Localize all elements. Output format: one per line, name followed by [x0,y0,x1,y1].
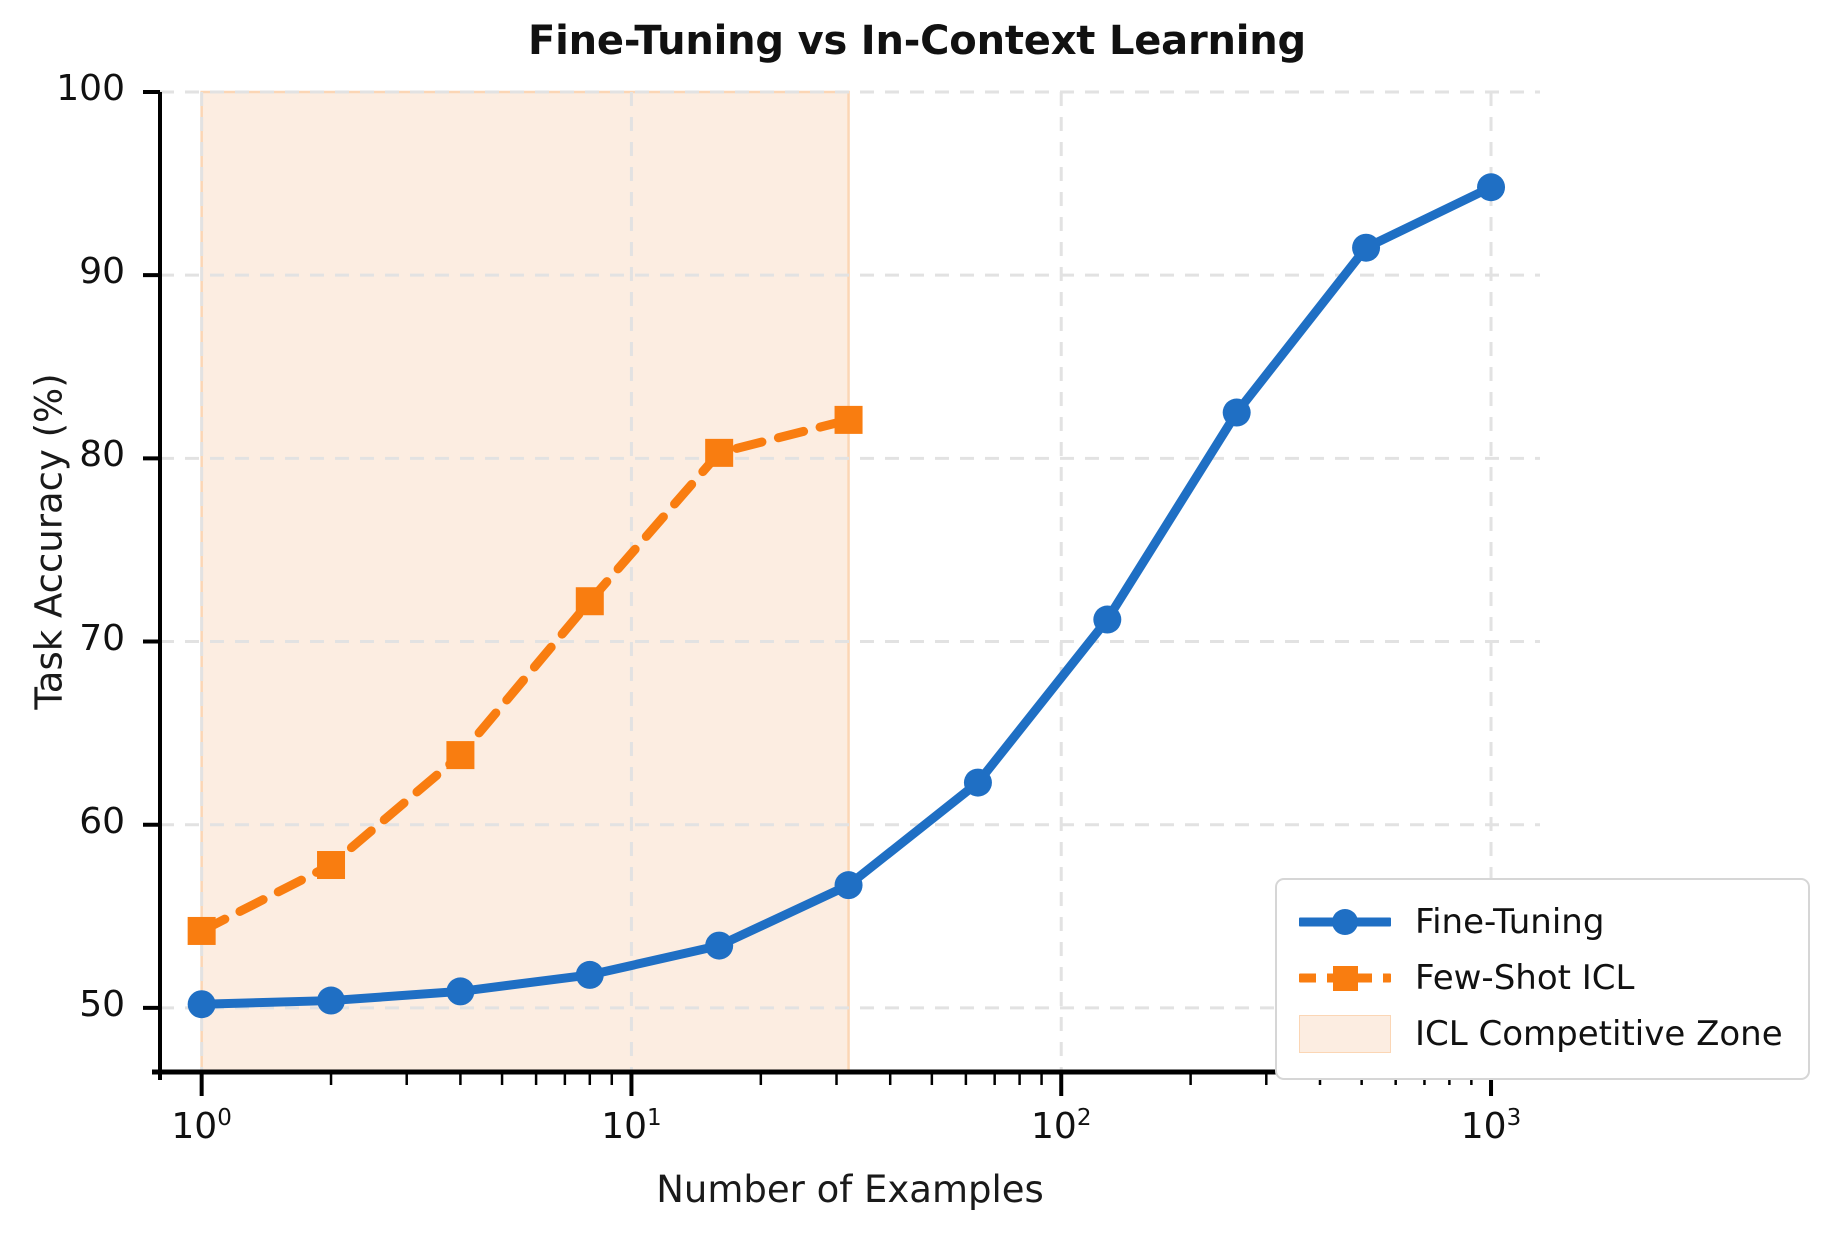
y-tick-label: 50 [79,983,125,1025]
data-point-marker[interactable] [446,977,475,1006]
legend-key-dashed-square-icon [1297,958,1393,998]
data-point-marker[interactable] [446,741,475,770]
data-point-marker[interactable] [834,405,863,434]
data-point-marker[interactable] [187,916,216,945]
data-point-marker[interactable] [317,986,346,1015]
y-tick-label: 70 [79,617,125,659]
legend-key-zone-patch-icon [1297,1014,1393,1054]
chart-title: Fine-Tuning vs In-Context Learning [528,18,1306,64]
legend-item-fine-tuning[interactable]: Fine-Tuning [1297,894,1788,950]
data-point-marker[interactable] [1352,233,1381,262]
data-point-marker[interactable] [705,931,734,960]
data-point-marker[interactable] [1222,398,1251,427]
series-line-1 [197,415,854,936]
x-tick-label: 101 [601,1105,662,1147]
y-tick-label: 60 [79,800,125,842]
data-point-marker[interactable] [317,851,346,880]
x-tick-label: 100 [171,1105,232,1147]
x-axis-label: Number of Examples [656,1168,1044,1211]
x-tick-label: 103 [1460,1105,1522,1147]
legend-label-few-shot-icl: Few-Shot ICL [1415,958,1635,998]
data-point-marker[interactable] [575,960,604,989]
y-tick-label: 80 [79,434,125,476]
y-tick-label: 90 [79,251,125,293]
legend-label-icl-competitive-zone: ICL Competitive Zone [1415,1014,1783,1054]
legend-label-fine-tuning: Fine-Tuning [1415,902,1605,942]
data-point-marker[interactable] [834,871,863,900]
shaded-zone-0 [200,90,850,1074]
data-point-marker[interactable] [705,438,734,467]
legend-key-line-circle-icon [1297,902,1393,942]
data-point-marker[interactable] [963,768,992,797]
x-tick-label: 102 [1031,1105,1092,1147]
legend-item-few-shot-icl[interactable]: Few-Shot ICL [1297,950,1788,1006]
data-point-marker[interactable] [1477,173,1506,202]
legend-item-icl-competitive-zone[interactable]: ICL Competitive Zone [1297,1006,1788,1062]
chart-legend[interactable]: Fine-Tuning Few-Shot ICL ICL Competitive… [1275,878,1810,1080]
data-point-marker[interactable] [187,990,216,1019]
data-point-marker[interactable] [575,587,604,616]
data-point-marker[interactable] [1093,605,1122,634]
y-tick-label: 100 [56,68,125,109]
